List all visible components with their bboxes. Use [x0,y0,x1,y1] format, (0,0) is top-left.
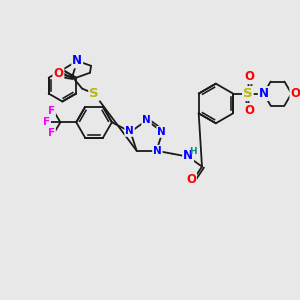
Text: H: H [189,147,197,156]
Text: O: O [186,173,196,186]
Text: N: N [259,87,269,100]
Text: O: O [245,70,255,83]
Text: S: S [243,87,253,100]
Text: N: N [72,54,82,68]
Text: S: S [89,87,99,100]
Text: O: O [245,104,255,117]
Text: O: O [53,67,63,80]
Text: N: N [183,149,193,162]
Text: F: F [48,128,55,138]
Text: N: N [142,115,151,125]
Text: N: N [157,127,166,137]
Text: N: N [153,146,162,156]
Text: N: N [125,126,134,136]
Text: F: F [43,117,50,127]
Text: O: O [290,87,300,100]
Text: F: F [48,106,55,116]
